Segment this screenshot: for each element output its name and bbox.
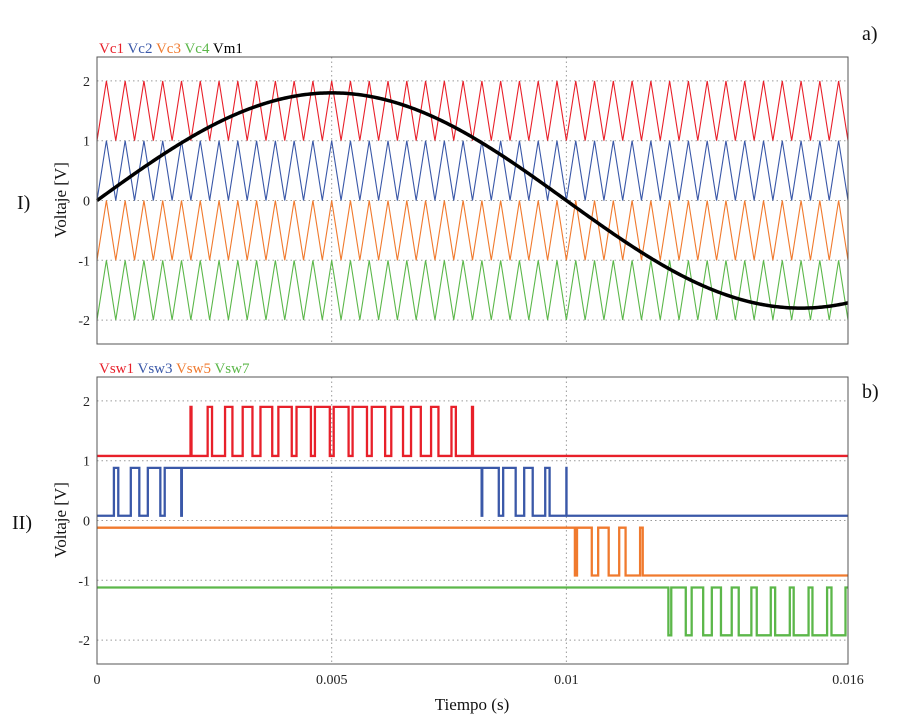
panel-b-y-ticks: 2 1 0 -1 -2 [78, 395, 90, 649]
y-tick-label: 1 [83, 455, 90, 470]
panel-a-roman: I) [17, 192, 30, 214]
panel-b-y-axis-label: Voltaje [V] [51, 482, 70, 558]
panel-b-letter: b) [862, 381, 879, 403]
panel-b-series [97, 405, 848, 637]
legend-entry-vc3: Vc3 [152, 41, 180, 57]
y-tick-label: -1 [78, 574, 90, 589]
x-tick-label: 0.005 [316, 673, 348, 688]
legend-entry-vsw3: Vsw3 [134, 361, 172, 377]
series-vc2 [96, 140, 849, 201]
panel-a-y-axis-label: Voltaje [V] [51, 162, 70, 238]
panel-b-chart: 2 1 0 -1 -2 Voltaje [V] Vsw1 Vsw3 Vsw5 Vsw7 [51, 361, 849, 665]
x-axis-ticks: 0 0.005 0.01 0.016 [94, 673, 864, 688]
panel-b-legend: Vsw1 Vsw3 Vsw5 Vsw7 [99, 361, 250, 377]
y-tick-label: 0 [83, 515, 90, 530]
legend-entry-vsw7: Vsw7 [211, 361, 250, 377]
series-vm1 [95, 91, 849, 310]
series-vsw5 [97, 526, 848, 577]
series-vc3 [96, 200, 849, 261]
legend-entry-vsw5: Vsw5 [173, 361, 211, 377]
panel-b-roman: II) [12, 512, 32, 534]
series-vc4 [96, 260, 849, 321]
series-vsw7 [97, 586, 848, 637]
x-axis-label: Tiempo (s) [435, 695, 509, 714]
legend-entry-vc4: Vc4 [181, 41, 210, 57]
panel-a-frame [96, 56, 849, 345]
y-tick-label: -1 [78, 254, 90, 269]
series-vsw1 [97, 405, 848, 458]
legend-entry-vm1: Vm1 [209, 41, 242, 57]
y-tick-label: 2 [83, 75, 90, 90]
legend-entry-vc1: Vc1 [99, 41, 124, 57]
y-tick-label: 1 [83, 135, 90, 150]
panel-a-y-ticks: 2 1 0 -1 -2 [78, 75, 90, 329]
series-vsw3 [97, 466, 848, 517]
panel-b-frame [96, 376, 849, 665]
x-tick-label: 0 [94, 673, 101, 688]
panel-a-chart: 2 1 0 -1 -2 Voltaje [V] Vc1 Vc2 Vc3 Vc4 Vm1 [51, 41, 849, 345]
series-vc1 [96, 80, 849, 141]
panel-a-letter: a) [862, 23, 878, 45]
panel-a-series [95, 80, 849, 321]
y-tick-label: -2 [78, 314, 90, 329]
panel-a-legend: Vc1 Vc2 Vc3 Vc4 Vm1 [99, 41, 243, 57]
x-tick-label: 0.016 [832, 673, 864, 688]
y-tick-label: 0 [83, 195, 90, 210]
y-tick-label: -2 [78, 634, 90, 649]
legend-entry-vc2: Vc2 [124, 41, 152, 57]
y-tick-label: 2 [83, 395, 90, 410]
legend-entry-vsw1: Vsw1 [99, 361, 134, 377]
x-tick-label: 0.01 [554, 673, 579, 688]
